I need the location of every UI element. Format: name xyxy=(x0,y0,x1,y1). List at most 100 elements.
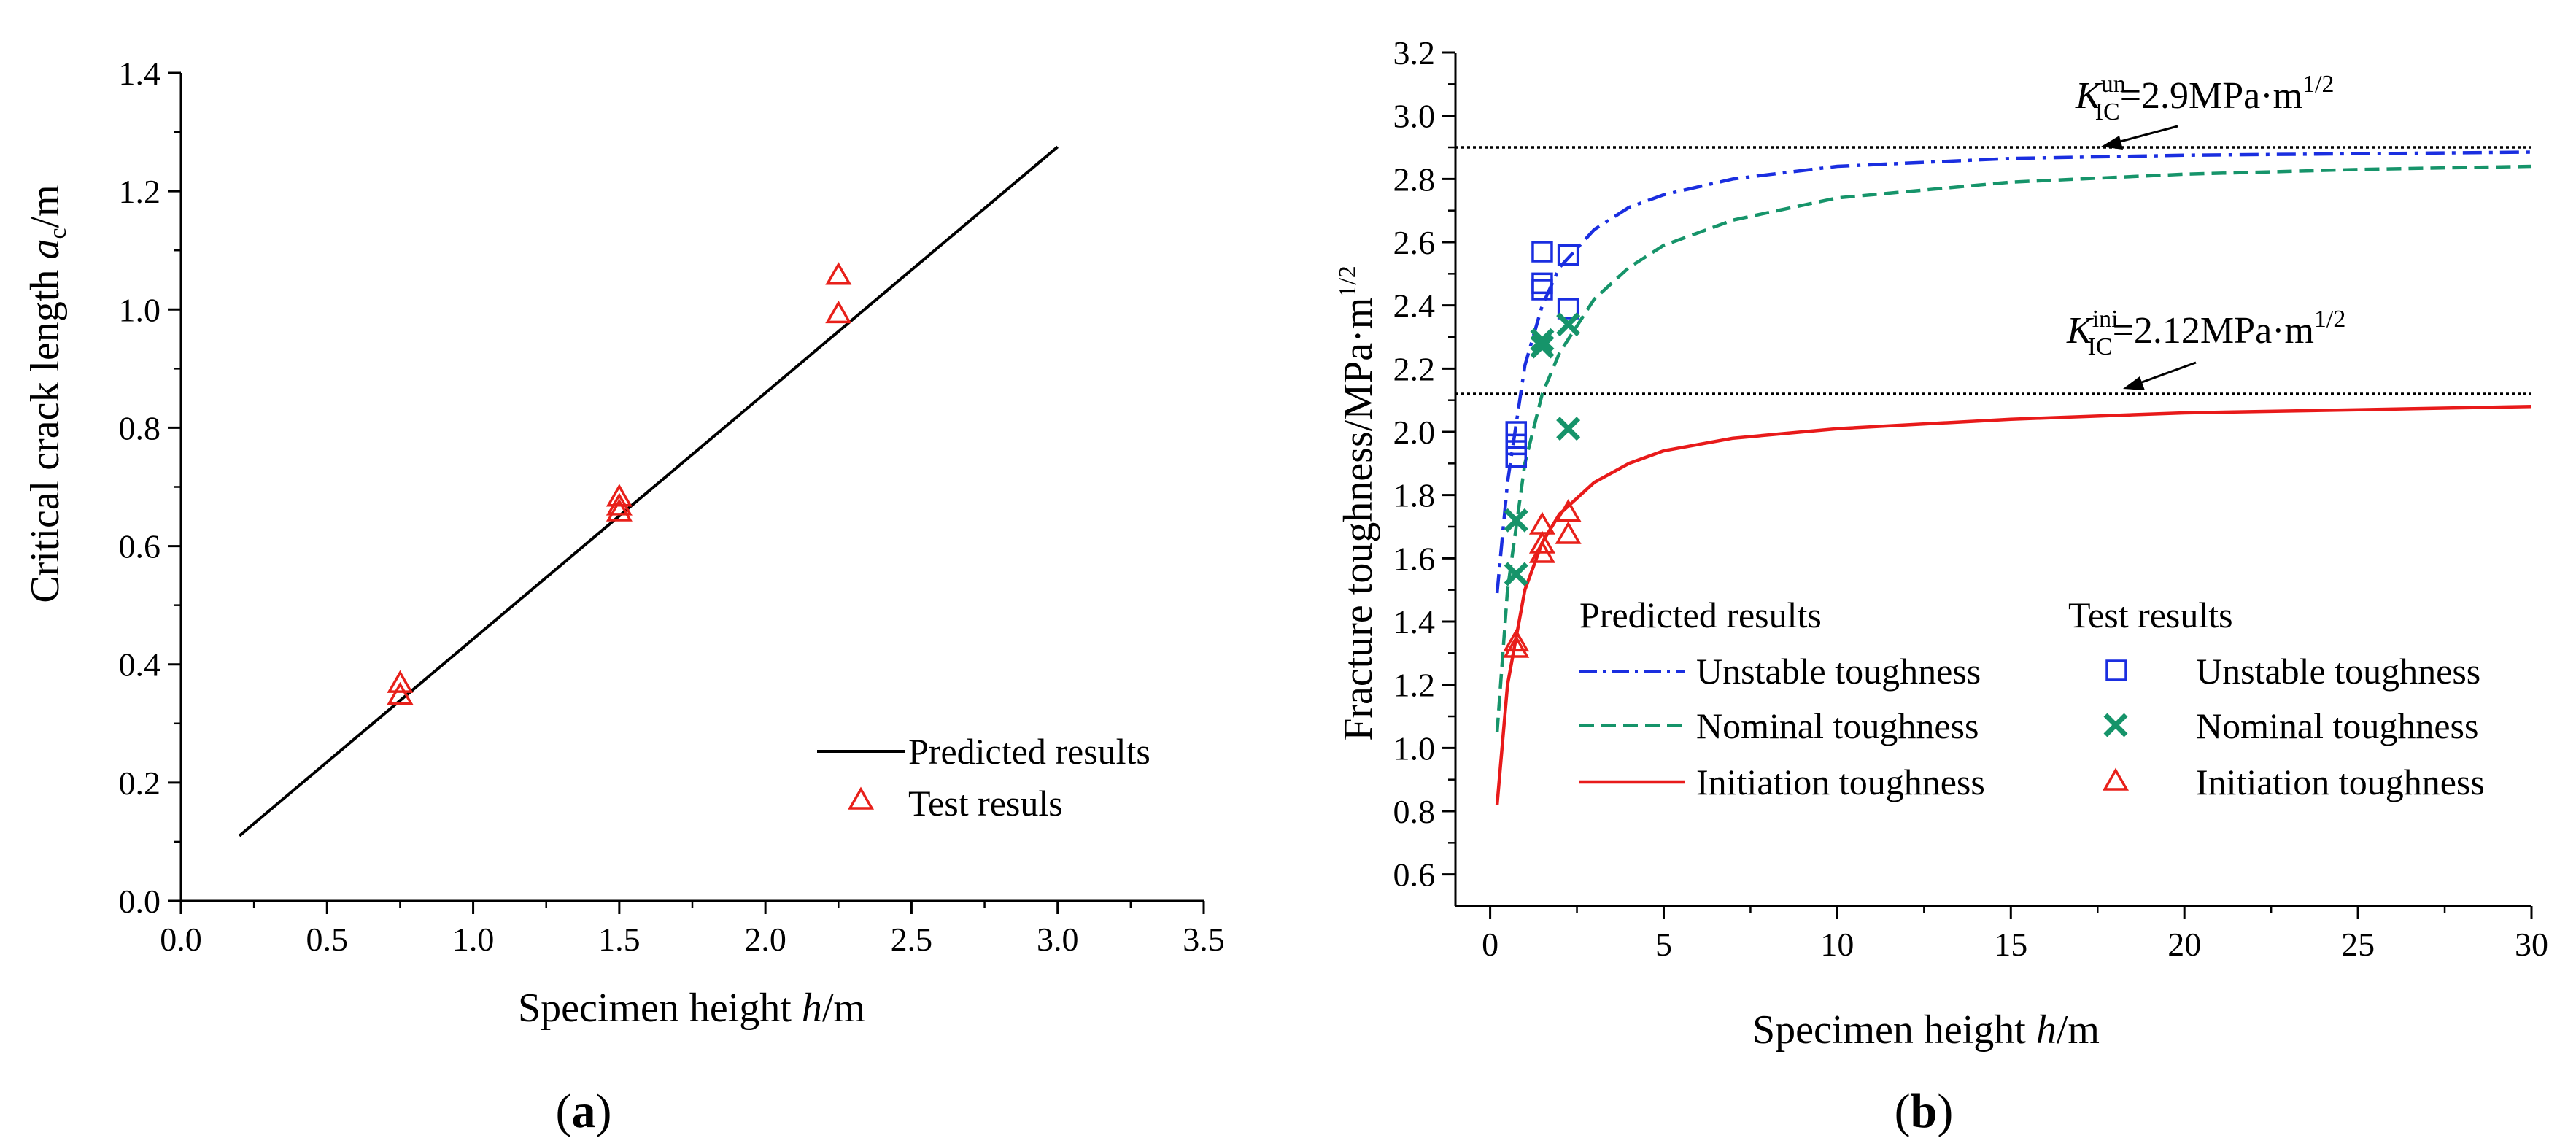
panel-a-y-tick-label: 0.4 xyxy=(119,646,161,684)
curve-unstable-toughness xyxy=(1495,150,2532,594)
point-initiation-toughness xyxy=(1528,530,1555,554)
point-initiation-toughness xyxy=(1528,511,1555,535)
panel-a-test-point xyxy=(606,498,633,522)
point-nominal-toughness xyxy=(1530,328,1555,352)
panel-a-test-point xyxy=(387,670,414,693)
panel-a-x-tick-label: 1.5 xyxy=(598,921,641,958)
k-ic-un-arrow xyxy=(2111,125,2178,145)
panel-b-y-tick-label: 2.6 xyxy=(1393,224,1436,261)
point-unstable-toughness xyxy=(1531,241,1553,263)
panel-a-y-tick-label: 0.2 xyxy=(119,764,161,802)
panel-a-y-tick-label: 1.0 xyxy=(119,291,161,328)
curve-initiation-toughness xyxy=(1495,405,2532,805)
point-unstable-toughness xyxy=(1505,446,1528,468)
panel-b-x-tick-label: 25 xyxy=(2341,926,2375,963)
point-initiation-toughness xyxy=(1503,635,1530,658)
panel-a-x-tick-label: 3.0 xyxy=(1037,921,1079,958)
panel-b-y-tick-label: 0.6 xyxy=(1393,856,1436,894)
panel-b-x-tick-label: 15 xyxy=(1994,926,2027,963)
panel-b-y-tick-label: 1.8 xyxy=(1393,477,1436,514)
point-initiation-toughness xyxy=(1503,628,1530,652)
panel-b-curves xyxy=(1495,150,2532,805)
legend-b-nominal-label: Nominal toughness xyxy=(1696,705,1979,746)
panel-b-label: (b) xyxy=(1895,1085,1954,1138)
legend-b-test-title: Test results xyxy=(2068,595,2233,635)
point-initiation-toughness xyxy=(1555,521,1582,544)
panel-a-y-tick-label: 0.6 xyxy=(119,528,161,565)
panel-b-y-axis-label: Fracture toughness/MPa·m1/2 xyxy=(1334,266,1381,741)
panel-a-legend: Predicted results Test resuls xyxy=(817,731,1150,824)
point-nominal-toughness-stroke xyxy=(1504,508,1528,533)
point-unstable-toughness xyxy=(1505,433,1528,456)
point-nominal-toughness-stroke xyxy=(1556,417,1581,441)
panel-b-y-tick-label: 3.0 xyxy=(1393,98,1436,135)
point-unstable-toughness xyxy=(1557,244,1579,266)
panel-b-y-tick-label: 3.2 xyxy=(1393,34,1436,71)
panel-a: 0.0 0.5 1.0 1.5 2.0 2.5 3.0 3.5 0.0 0.2 0.4 0.6 0.8 1… xyxy=(23,55,1225,1138)
panel-a-x-axis-label: Specimen height h/m xyxy=(518,986,865,1031)
panel-a-y-tick-label: 0.0 xyxy=(119,883,161,920)
point-nominal-toughness xyxy=(1556,312,1581,337)
panel-a-x-tick-label: 0.5 xyxy=(306,921,349,958)
panel-b-y-tick-label: 2.4 xyxy=(1393,287,1436,325)
panel-b-y-tick-label: 2.0 xyxy=(1393,414,1436,451)
panel-b-y-tick-label: 1.0 xyxy=(1393,729,1436,767)
panel-b-y-tick-label: 1.4 xyxy=(1393,603,1436,640)
panel-b-y-tick-label: 2.2 xyxy=(1393,350,1436,387)
legend-a-test-marker xyxy=(847,786,875,810)
panel-a-test-point xyxy=(606,484,633,507)
point-nominal-toughness-stroke xyxy=(1556,312,1581,337)
panel-a-series xyxy=(238,145,1059,837)
k-ic-ini-label: Kini IC=2.12MPa·m1/2 xyxy=(2066,306,2345,360)
panel-b-y-tick-label: 1.2 xyxy=(1393,667,1436,704)
panel-a-x-tick-label: 2.5 xyxy=(891,921,933,958)
panel-b: 0 5 10 15 20 25 30 0.6 0.8 1.0 1.2 1.4 1.6 1.8 2.0 2.2 2… xyxy=(1334,34,2548,1138)
panel-b-scatter xyxy=(1503,241,1582,658)
panel-a-y-axis-label: Critical crack length ac/m xyxy=(23,185,71,603)
panel-b-axes: 0 5 10 15 20 25 30 0.6 0.8 1.0 1.2 1.4 1.6 1.8 2.0 2.2 2… xyxy=(1393,34,2549,963)
panel-a-test-point xyxy=(825,262,852,285)
point-unstable-toughness xyxy=(1531,272,1553,295)
k-ic-ini-arrow xyxy=(2133,361,2197,387)
panel-b-legend: Predicted results Test results Unstable … xyxy=(1579,595,2485,802)
panel-a-x-tick-label: 2.0 xyxy=(744,921,786,958)
legend-b-initiation-test-label: Initiation toughness xyxy=(2196,762,2485,802)
panel-b-x-tick-label: 10 xyxy=(1820,926,1854,963)
panel-a-y-tick-label: 0.8 xyxy=(119,409,161,446)
panel-b-reference-lines xyxy=(1455,146,2531,395)
legend-b-nominal-test-label: Nominal toughness xyxy=(2196,705,2478,746)
panel-b-x-tick-label: 20 xyxy=(2167,926,2201,963)
panel-b-y-tick-label: 2.8 xyxy=(1393,160,1436,198)
legend-b-initiation-label: Initiation toughness xyxy=(1696,762,1985,802)
curve-nominal-toughness xyxy=(1495,164,2532,732)
panel-b-x-axis-label: Specimen height h/m xyxy=(1752,1007,2100,1053)
point-nominal-toughness-stroke xyxy=(1530,334,1555,359)
panel-a-y-tick-label: 1.4 xyxy=(119,55,161,92)
point-nominal-toughness xyxy=(1556,417,1581,441)
point-unstable-toughness xyxy=(1505,421,1528,443)
legend-b-initiation-marker xyxy=(2102,767,2130,791)
point-unstable-toughness xyxy=(1557,298,1579,320)
k-ic-un-label: Kun IC=2.9MPa·m1/2 xyxy=(2075,71,2334,125)
legend-b-unstable-label: Unstable toughness xyxy=(1696,651,1981,692)
legend-b-unstable-test-label: Unstable toughness xyxy=(2196,651,2480,692)
panel-a-test-point xyxy=(825,300,852,324)
point-nominal-toughness xyxy=(1504,508,1528,533)
panel-a-x-tick-label: 3.5 xyxy=(1183,921,1225,958)
legend-a-predicted-label: Predicted results xyxy=(908,731,1150,772)
k-ic-un-arrowhead xyxy=(2101,136,2123,150)
point-nominal-toughness xyxy=(1504,562,1528,586)
panel-b-y-tick-label: 0.8 xyxy=(1393,793,1436,830)
panel-b-x-tick-label: 5 xyxy=(1655,926,1672,963)
panel-b-x-tick-label: 0 xyxy=(1482,926,1498,963)
panel-a-label: (a) xyxy=(556,1085,612,1138)
panel-a-x-tick-label: 0.0 xyxy=(160,921,202,958)
k-ic-ini-arrowhead xyxy=(2123,376,2145,390)
panel-a-test-point xyxy=(387,681,414,705)
legend-b-unstable-marker xyxy=(2105,659,2127,681)
panel-a-x-tick-label: 1.0 xyxy=(452,921,495,958)
legend-b-predicted-title: Predicted results xyxy=(1579,595,1822,635)
panel-a-axes: 0.0 0.5 1.0 1.5 2.0 2.5 3.0 3.5 0.0 0.2 0.4 0.6 0.8 1… xyxy=(119,55,1225,958)
panel-a-y-tick-label: 1.2 xyxy=(119,173,161,210)
